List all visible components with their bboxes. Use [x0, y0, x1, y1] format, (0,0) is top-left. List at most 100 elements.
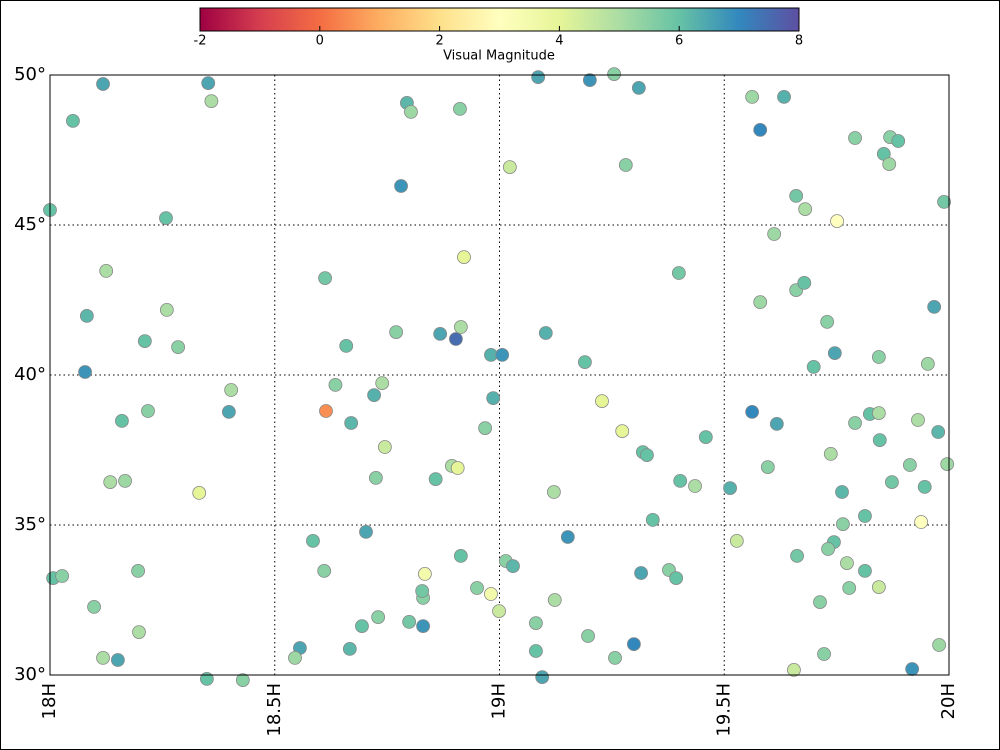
star	[368, 470, 383, 485]
star	[66, 114, 80, 128]
star	[192, 485, 207, 500]
x-tick-label: 20H	[938, 683, 959, 719]
star	[453, 549, 468, 563]
star	[842, 581, 857, 595]
star	[821, 542, 835, 556]
star	[486, 391, 501, 406]
star	[344, 416, 359, 430]
star	[753, 295, 768, 310]
star	[618, 158, 633, 172]
x-tick-label: 19H	[489, 683, 510, 719]
star	[931, 425, 946, 439]
star	[342, 642, 357, 656]
star	[827, 346, 842, 361]
star	[484, 587, 498, 601]
star	[402, 615, 417, 629]
star	[87, 600, 101, 614]
star	[118, 473, 132, 488]
star	[688, 479, 702, 493]
star	[235, 673, 250, 687]
star	[698, 430, 713, 445]
plot-frame	[49, 74, 950, 676]
star	[882, 157, 897, 172]
y-tick-label: 45°	[14, 214, 46, 235]
star	[745, 404, 760, 419]
star	[595, 394, 609, 409]
star	[78, 365, 92, 379]
star	[355, 619, 369, 633]
star	[640, 448, 654, 463]
star	[835, 485, 849, 499]
star	[871, 350, 886, 364]
star	[777, 90, 791, 104]
star	[110, 653, 125, 667]
star	[457, 250, 471, 265]
star	[535, 670, 550, 684]
star	[927, 299, 942, 314]
star	[669, 571, 684, 585]
star	[578, 355, 592, 370]
star	[615, 424, 630, 439]
colorbar-tick-label: 2	[435, 34, 443, 49]
star	[769, 416, 784, 431]
star	[328, 377, 343, 392]
y-tick-label: 40°	[14, 364, 46, 385]
star	[671, 266, 686, 280]
star	[415, 584, 430, 598]
star	[538, 326, 553, 340]
star	[871, 580, 886, 594]
star	[492, 604, 506, 618]
star	[547, 593, 562, 607]
star	[840, 556, 854, 570]
star	[137, 334, 152, 349]
star	[433, 326, 448, 341]
star	[914, 515, 929, 529]
star	[940, 457, 955, 472]
star	[820, 314, 835, 329]
star	[529, 644, 543, 658]
star	[546, 485, 561, 499]
star	[96, 77, 110, 91]
star	[453, 102, 467, 116]
colorbar	[199, 7, 800, 32]
star	[502, 160, 517, 175]
y-tick-label: 30°	[14, 664, 46, 685]
star	[103, 475, 118, 490]
star	[339, 338, 354, 353]
star	[937, 194, 951, 209]
star	[789, 188, 804, 203]
star	[204, 94, 219, 108]
star	[96, 651, 110, 665]
star	[404, 105, 418, 119]
star	[531, 70, 546, 84]
star	[582, 73, 597, 87]
star	[450, 461, 465, 475]
star	[790, 549, 804, 563]
star	[848, 131, 862, 145]
star	[306, 534, 320, 548]
star	[932, 638, 947, 652]
star	[902, 458, 917, 472]
star	[389, 325, 404, 340]
star	[448, 332, 463, 346]
colorbar-tick-label: 4	[555, 34, 563, 49]
star	[394, 179, 408, 193]
star	[495, 347, 510, 362]
star	[885, 475, 899, 490]
star	[830, 214, 844, 229]
star	[159, 302, 174, 317]
colorbar-tick-label: 8	[795, 34, 803, 49]
star	[318, 271, 332, 286]
colorbar-tick-label: 6	[675, 34, 683, 49]
star	[905, 662, 920, 676]
star	[506, 559, 520, 573]
x-tick-label: 18.5H	[264, 683, 285, 737]
star	[673, 473, 688, 488]
star	[132, 625, 146, 639]
star	[607, 67, 622, 81]
star	[817, 647, 831, 661]
star	[581, 629, 595, 643]
star	[634, 566, 648, 580]
star	[79, 308, 94, 323]
